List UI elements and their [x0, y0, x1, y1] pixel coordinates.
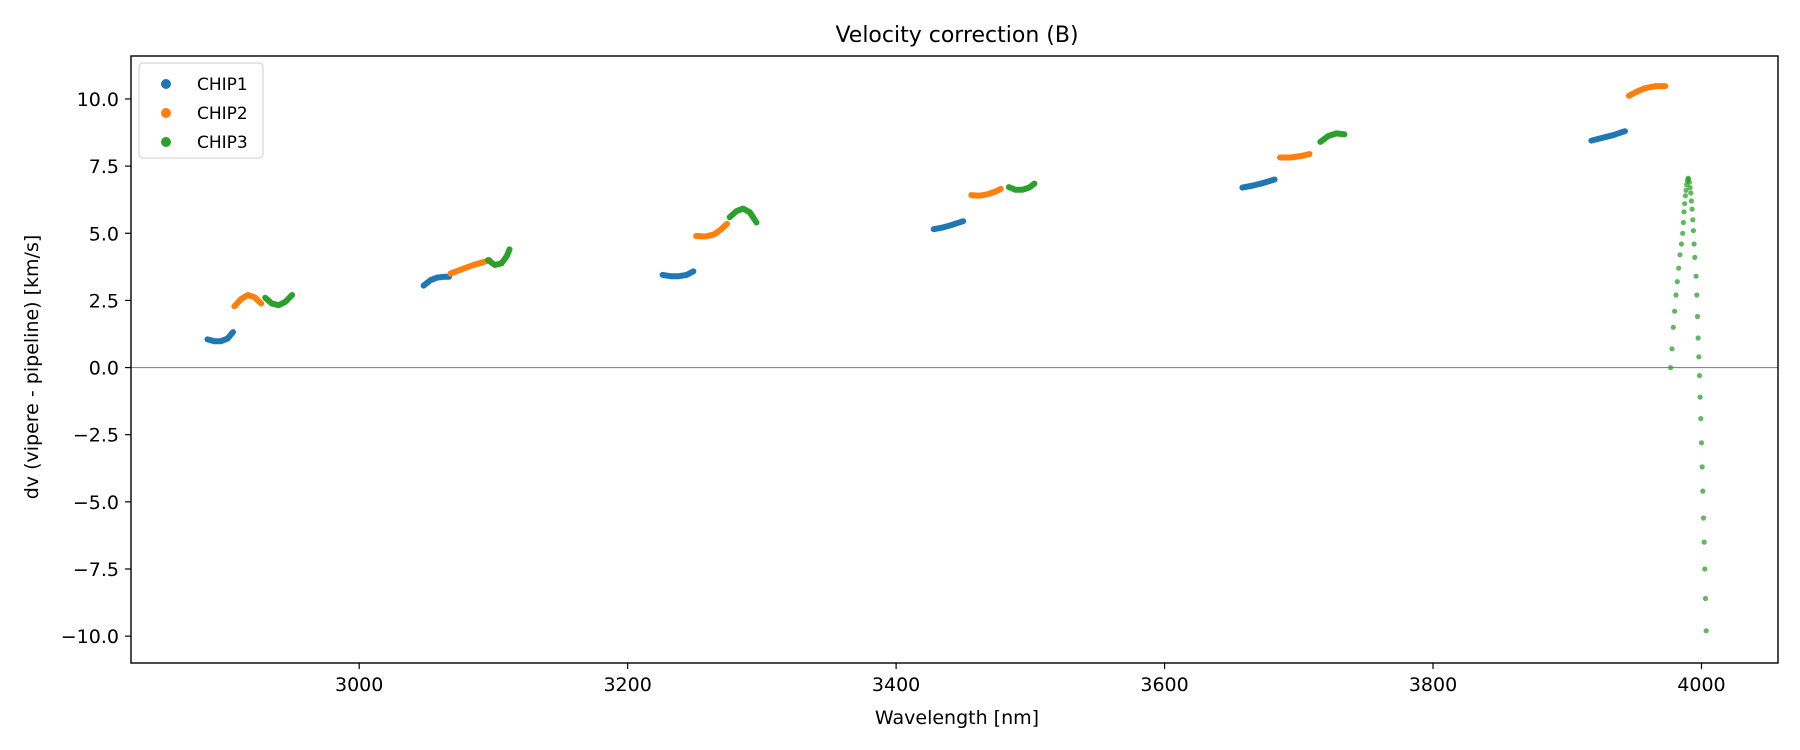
data-segment-chip3 — [726, 205, 760, 226]
data-segment-chip3 — [485, 246, 513, 268]
legend-label-chip1: CHIP1 — [197, 75, 248, 95]
data-segment-chip1 — [420, 273, 453, 289]
data-point-chip3 — [1678, 241, 1684, 247]
chart-title: Velocity correction (B) — [835, 23, 1078, 48]
series-chip3 — [262, 130, 1709, 634]
data-point-chip3 — [1698, 416, 1704, 422]
data-point-chip3 — [1680, 219, 1686, 226]
data-point-chip3 — [1680, 230, 1686, 236]
x-tick-label: 4000 — [1677, 674, 1725, 696]
legend-marker-chip3 — [161, 137, 171, 147]
data-point-chip3 — [1700, 515, 1707, 521]
data-point-chip3 — [1698, 440, 1705, 446]
plot-frame — [130, 55, 1779, 664]
data-point-chip3 — [1674, 279, 1680, 285]
data-segment-chip2 — [1277, 151, 1313, 161]
data-segment-chip2 — [968, 185, 1004, 199]
data-point-chip3 — [1673, 292, 1679, 298]
plot-area — [130, 55, 1779, 664]
data-point-chip3 — [1702, 595, 1709, 602]
data-point-chip3 — [1682, 201, 1688, 207]
x-tick-label: 3400 — [872, 674, 920, 696]
data-point-chip3 — [1669, 346, 1675, 352]
data-point-chip3 — [1691, 241, 1697, 247]
data-point-chip3 — [1670, 324, 1676, 330]
data-segment-chip3 — [262, 292, 296, 309]
data-point-chip3 — [1692, 254, 1698, 260]
y-axis: 10.0 7.5 5.0 2.5 0.0 −2.5 −5.0 −7.5 −10.0 — [61, 89, 131, 648]
data-segment-chip3 — [1317, 130, 1348, 145]
data-point-chip3 — [1689, 206, 1695, 212]
data-point-chip3 — [1676, 265, 1682, 271]
data-point-chip3 — [1696, 354, 1702, 360]
data-point-chip3 — [1690, 217, 1696, 223]
y-tick-label: −10.0 — [61, 626, 119, 648]
legend-marker-chip2 — [161, 108, 171, 118]
x-tick-label: 3000 — [335, 674, 383, 696]
series-chip2 — [231, 83, 1669, 310]
x-tick-label: 3600 — [1140, 674, 1188, 696]
data-point-chip3 — [1693, 273, 1699, 279]
data-point-chip3 — [1682, 193, 1688, 199]
data-segment-chip1 — [204, 329, 236, 345]
data-segment-chip1 — [1239, 176, 1278, 191]
data-point-chip3 — [1699, 464, 1705, 470]
y-axis-label: dv (vipere - pipeline) [km/s] — [21, 235, 43, 500]
data-segment-chip2 — [693, 220, 730, 240]
y-tick-label: −2.5 — [73, 425, 119, 447]
data-point-chip3 — [1695, 335, 1701, 341]
data-segment-chip1 — [659, 268, 697, 280]
x-axis-label: Wavelength [nm] — [875, 707, 1039, 729]
data-point-chip3 — [1697, 394, 1703, 400]
data-point-chip3 — [1677, 252, 1683, 258]
data-segment-chip1 — [1588, 128, 1628, 144]
legend: CHIP1 CHIP2 CHIP3 — [138, 62, 264, 159]
data-point-chip3 — [1672, 308, 1678, 314]
data-segment-chip2 — [1626, 83, 1669, 99]
x-tick-label: 3800 — [1409, 674, 1457, 696]
data-point-chip3 — [1681, 209, 1687, 215]
data-point-chip3 — [1683, 187, 1689, 193]
data-segment-chip3 — [1005, 180, 1038, 193]
data-point-chip3 — [1668, 365, 1674, 371]
y-tick-label: −7.5 — [73, 559, 119, 581]
legend-label-chip2: CHIP2 — [197, 104, 248, 124]
data-point-chip3 — [1701, 539, 1707, 545]
data-segment-chip2 — [447, 257, 493, 277]
y-tick-label: 7.5 — [89, 156, 119, 178]
y-tick-label: 2.5 — [89, 290, 119, 312]
data-segment-chip1 — [930, 218, 967, 233]
data-point-chip3 — [1700, 488, 1706, 494]
data-point-chip3 — [1687, 185, 1693, 191]
data-point-chip3 — [1696, 373, 1703, 379]
y-tick-label: 0.0 — [89, 358, 119, 380]
data-point-chip3 — [1702, 566, 1708, 572]
y-tick-label: −5.0 — [73, 492, 119, 514]
y-tick-label: 10.0 — [77, 89, 119, 111]
legend-label-chip3: CHIP3 — [197, 133, 248, 153]
data-point-chip3 — [1694, 313, 1701, 320]
data-segment-chip2 — [231, 292, 265, 310]
legend-marker-chip1 — [161, 79, 171, 89]
x-tick-label: 3200 — [603, 674, 651, 696]
series-chip1 — [204, 128, 1628, 345]
x-axis: 3000 3200 3400 3600 3800 4000 — [335, 663, 1726, 696]
data-point-chip3 — [1703, 628, 1709, 634]
data-point-chip3 — [1694, 292, 1700, 298]
data-point-chip3 — [1690, 228, 1696, 234]
data-point-chip3 — [1688, 198, 1694, 204]
data-point-chip3 — [1686, 179, 1692, 185]
y-tick-label: 5.0 — [89, 223, 119, 245]
data-point-chip3 — [1688, 190, 1694, 196]
